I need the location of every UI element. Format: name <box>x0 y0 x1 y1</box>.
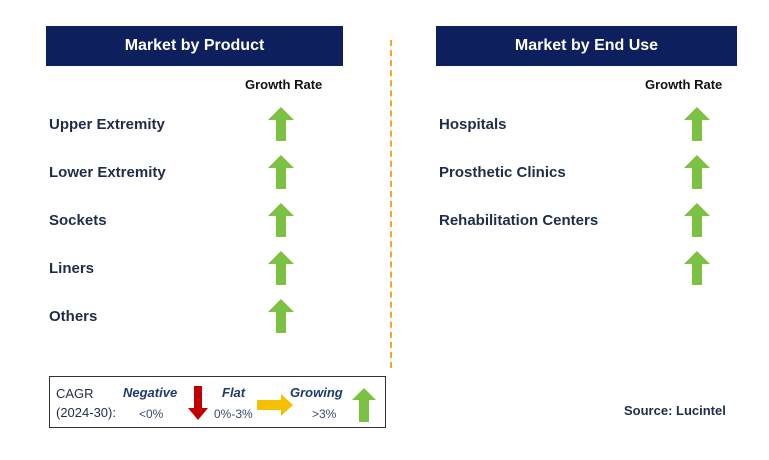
negative-down-arrow-icon <box>188 386 208 420</box>
legend-negative-range: <0% <box>139 407 164 421</box>
growth-up-arrow-icon <box>684 203 710 237</box>
panel-divider <box>390 40 392 368</box>
growth-up-arrow-icon <box>268 203 294 237</box>
header-market-by-end-use: Market by End Use <box>436 26 737 66</box>
legend-negative-label: Negative <box>123 385 178 400</box>
growing-up-arrow-icon <box>352 388 376 422</box>
flat-right-arrow-icon <box>257 394 293 416</box>
end-use-item-rehabilitation-centers: Rehabilitation Centers <box>439 212 599 229</box>
header-market-by-product: Market by Product <box>46 26 343 66</box>
growth-up-arrow-icon <box>684 107 710 141</box>
product-item-lower-extremity: Lower Extremity <box>49 164 166 181</box>
growth-up-arrow-icon <box>268 299 294 333</box>
growth-up-arrow-icon <box>268 251 294 285</box>
growth-up-arrow-icon <box>684 251 710 285</box>
legend-growing-label: Growing <box>290 385 343 400</box>
growth-up-arrow-icon <box>268 107 294 141</box>
legend-flat-label: Flat <box>222 385 246 400</box>
source-credit: Source: Lucintel <box>624 403 726 418</box>
growth-up-arrow-icon <box>268 155 294 189</box>
product-item-sockets: Sockets <box>49 212 107 229</box>
legend-growing-range: >3% <box>312 407 337 421</box>
growth-up-arrow-icon <box>684 155 710 189</box>
legend-flat-range: 0%-3% <box>214 407 253 421</box>
legend-period: (2024-30): <box>56 405 116 420</box>
cagr-legend: CAGR (2024-30): Negative <0% Flat 0%-3% … <box>49 376 386 428</box>
legend-cagr-label: CAGR <box>56 386 94 401</box>
end-use-item-hospitals: Hospitals <box>439 116 507 133</box>
end-use-item-prosthetic-clinics: Prosthetic Clinics <box>439 164 566 181</box>
product-item-upper-extremity: Upper Extremity <box>49 116 165 133</box>
product-item-others: Others <box>49 308 98 325</box>
growth-rate-header-product: Growth Rate <box>245 77 323 92</box>
growth-rate-header-end-use: Growth Rate <box>645 77 723 92</box>
product-item-liners: Liners <box>49 260 95 277</box>
